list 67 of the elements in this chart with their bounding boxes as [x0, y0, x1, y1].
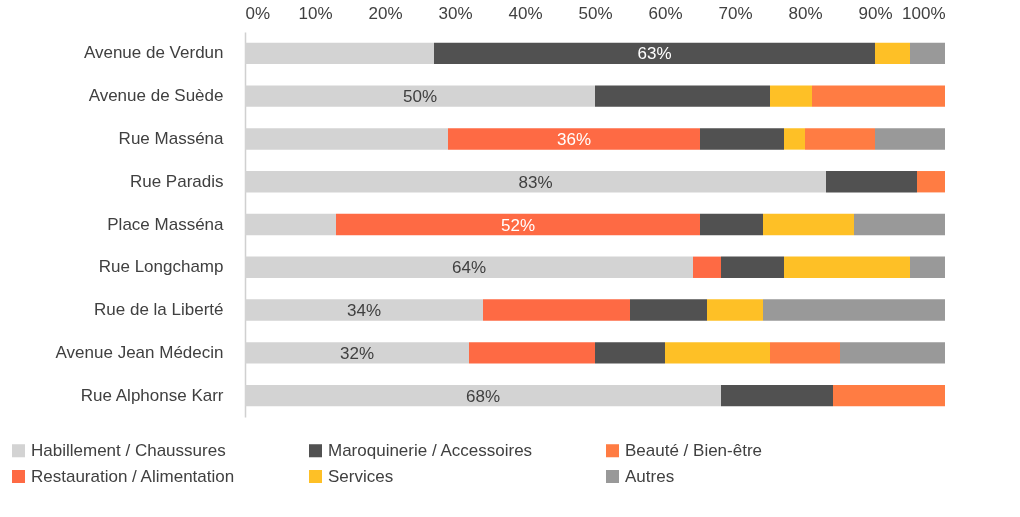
y-tick-label: Avenue de Suède	[88, 86, 224, 106]
bar	[700, 213, 763, 236]
data-label: 83%	[518, 172, 553, 192]
bar	[840, 342, 945, 364]
legend-label: Autres	[625, 466, 675, 486]
data-label: 50%	[402, 87, 438, 107]
x-tick-label: 0%	[245, 3, 271, 23]
bar	[875, 128, 945, 150]
bar	[784, 128, 805, 150]
data-label: 36%	[556, 129, 592, 149]
y-tick-label: Avenue Jean Médecin	[55, 342, 224, 362]
bar	[595, 342, 665, 364]
bar	[805, 128, 875, 150]
bar	[630, 299, 707, 321]
bar	[812, 85, 945, 107]
bar	[434, 42, 875, 65]
legend-label: Habillement / Chaussures	[31, 440, 226, 460]
data-label: 34%	[346, 301, 382, 321]
x-tick-label: 100%	[902, 3, 946, 23]
bar	[336, 213, 700, 236]
bar	[469, 342, 595, 364]
bar	[665, 342, 770, 364]
x-tick-label: 50%	[578, 3, 613, 23]
x-tick-label: 20%	[368, 3, 403, 23]
y-tick-label: Rue de la Liberté	[94, 300, 224, 320]
bar	[770, 85, 812, 107]
data-label: 68%	[465, 386, 501, 406]
bar	[770, 342, 840, 364]
bar	[784, 256, 910, 278]
data-label: 52%	[500, 215, 536, 235]
legend-label: Services	[328, 466, 394, 486]
data-label: 64%	[451, 258, 487, 278]
x-tick-label: 40%	[508, 3, 543, 23]
bar	[910, 256, 945, 278]
y-tick-label: Rue Alphonse Karr	[80, 385, 224, 405]
bar	[707, 299, 763, 321]
legend-label: Beauté / Bien-être	[625, 440, 763, 460]
data-label: 63%	[637, 44, 672, 64]
x-tick-label: 60%	[648, 3, 683, 23]
bar	[833, 384, 945, 407]
bar	[826, 171, 917, 193]
bar	[917, 171, 945, 193]
x-tick-label: 90%	[858, 3, 893, 23]
bar	[854, 213, 945, 236]
y-tick-label: Rue Longchamp	[98, 257, 224, 277]
bar	[483, 299, 630, 321]
bar	[910, 42, 945, 65]
bar	[763, 213, 854, 236]
bar	[721, 384, 833, 407]
bar	[875, 42, 910, 65]
x-tick-label: 80%	[788, 3, 823, 23]
legend-label: Restauration / Alimentation	[31, 466, 235, 486]
bar	[693, 256, 721, 278]
bar	[763, 299, 945, 321]
data-label: 32%	[339, 343, 375, 363]
bar	[721, 256, 784, 278]
x-tick-label: 10%	[298, 3, 333, 23]
x-tick-label: 70%	[718, 3, 753, 23]
y-tick-label: Rue Paradis	[129, 171, 224, 191]
y-tick-label: Avenue de Verdun	[83, 43, 224, 63]
legend-label: Maroquinerie / Accessoires	[328, 440, 533, 460]
bar	[595, 85, 770, 107]
bar	[448, 128, 700, 150]
x-tick-label: 30%	[438, 3, 473, 23]
y-tick-label: Place Masséna	[107, 214, 225, 234]
y-tick-label: Rue Masséna	[118, 128, 225, 148]
bar	[700, 128, 784, 150]
